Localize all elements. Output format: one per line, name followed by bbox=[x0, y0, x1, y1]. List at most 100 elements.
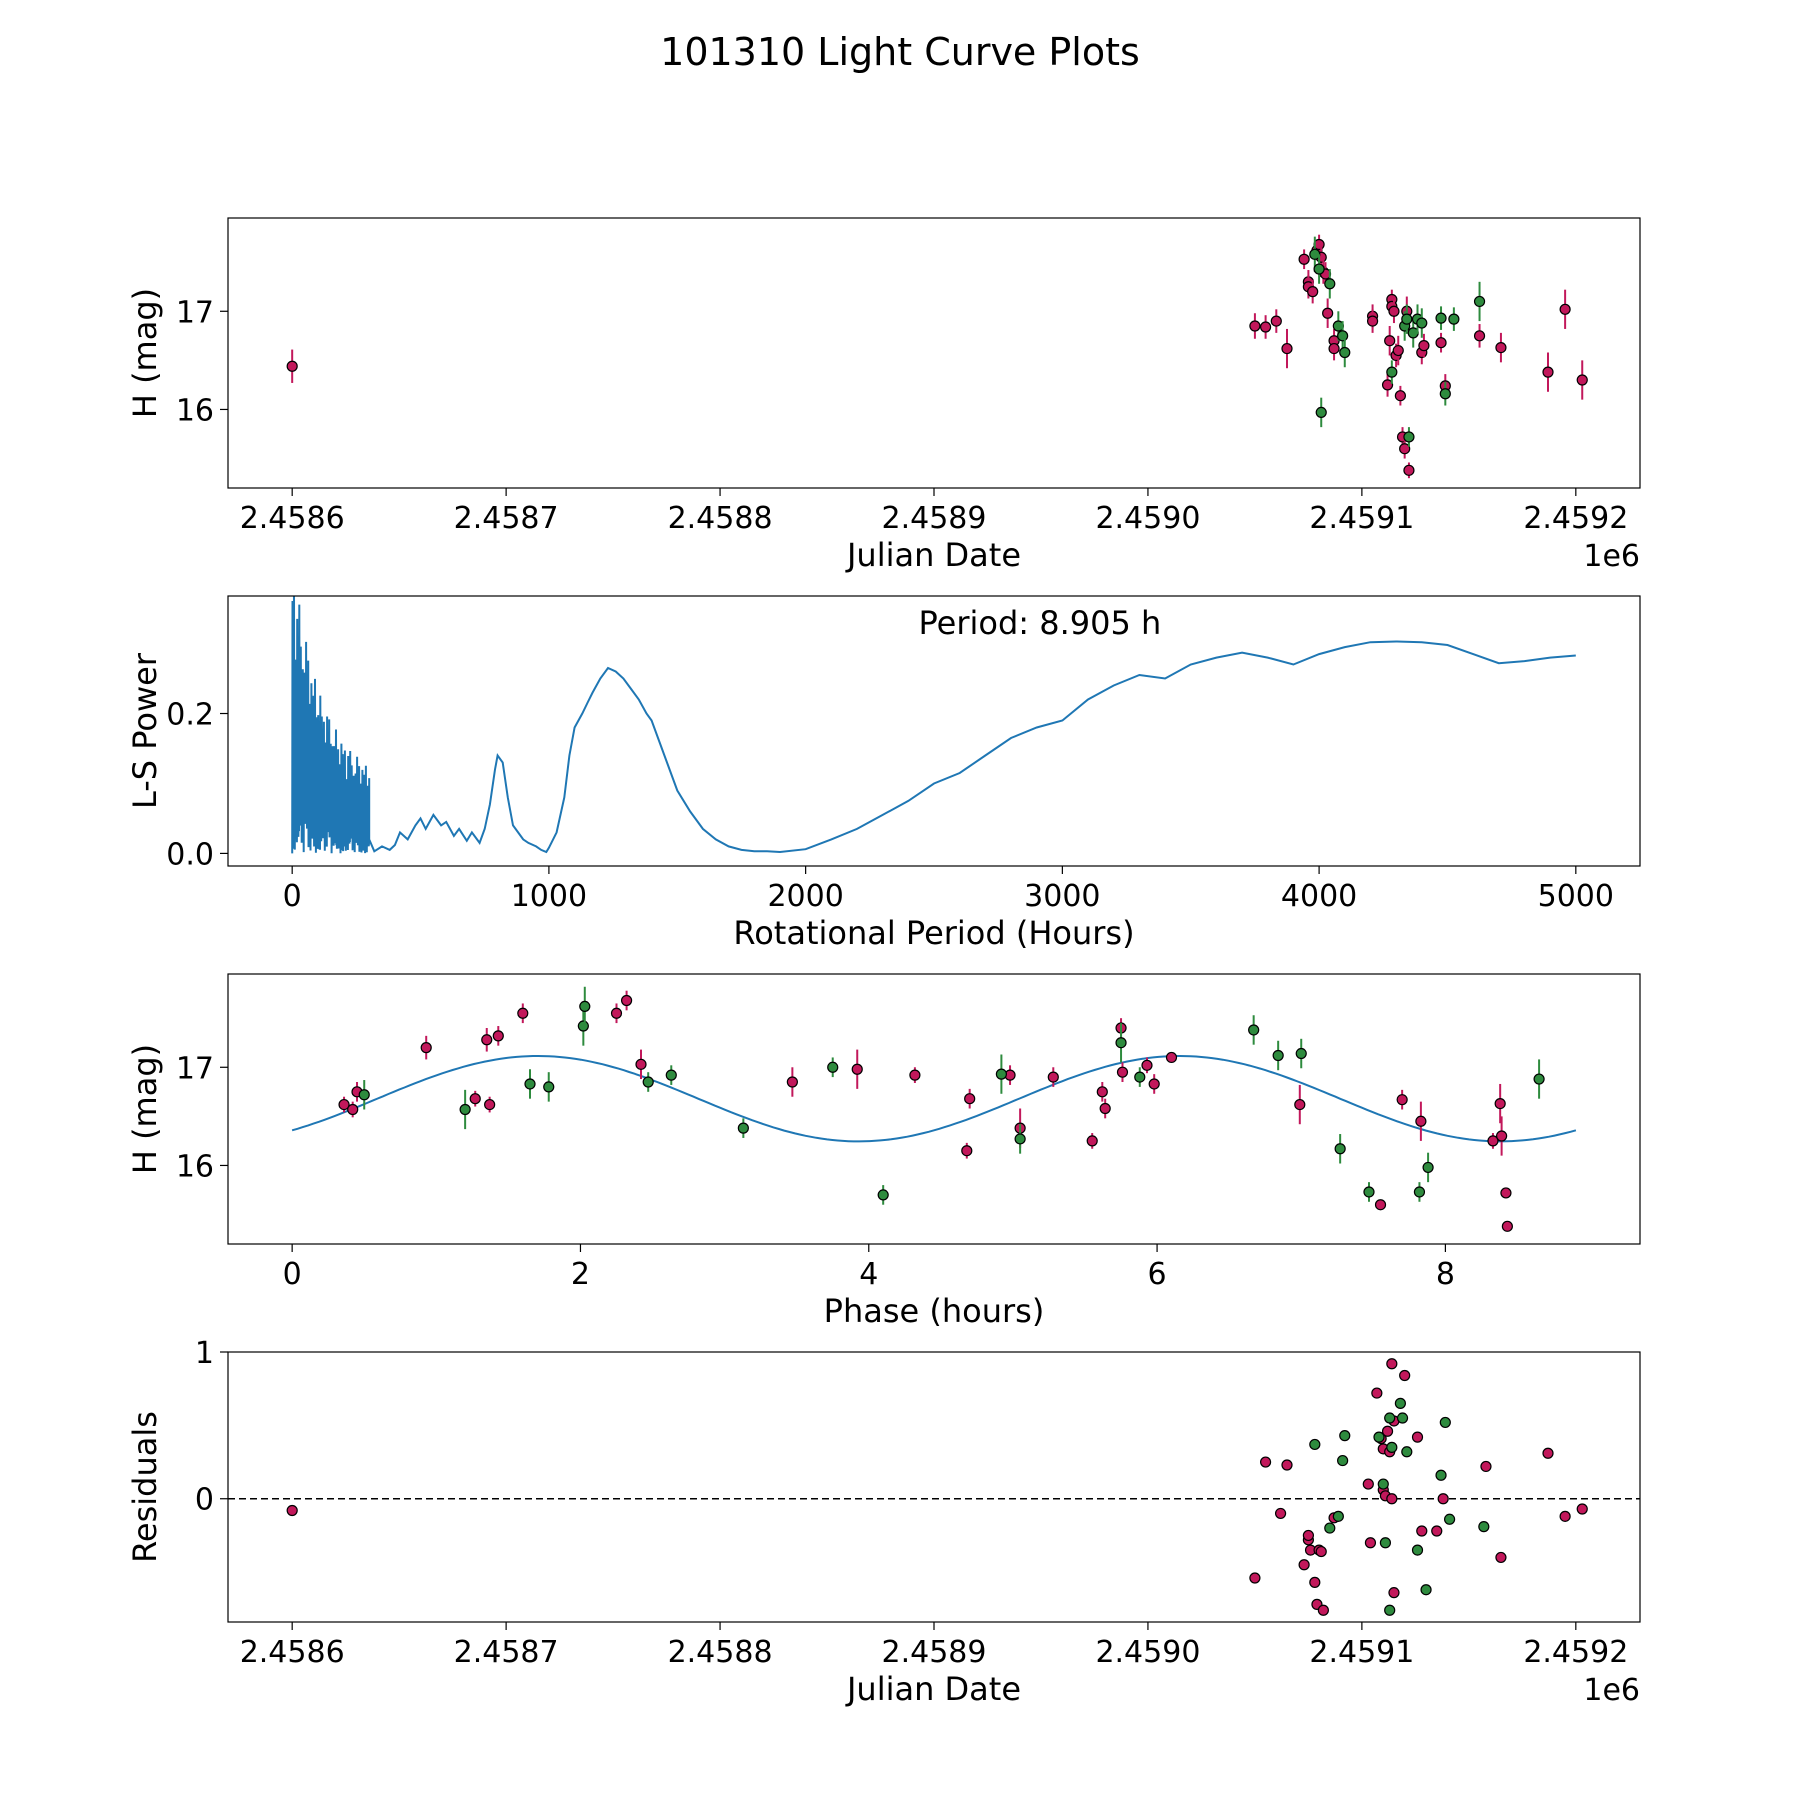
y-tick-label: 17 bbox=[176, 295, 214, 330]
data-point bbox=[420, 1042, 432, 1054]
data-point bbox=[1501, 1220, 1513, 1232]
x-tick-label: 2.4592 bbox=[1523, 501, 1628, 536]
data-point bbox=[1099, 1102, 1111, 1115]
data-point bbox=[1377, 1478, 1389, 1490]
data-point bbox=[1309, 1576, 1321, 1588]
data-point bbox=[579, 1000, 591, 1013]
data-point bbox=[1413, 1186, 1426, 1198]
data-point bbox=[1399, 443, 1411, 455]
data-point bbox=[1249, 1572, 1261, 1584]
data-point bbox=[1473, 330, 1486, 342]
data-point bbox=[577, 1020, 589, 1032]
y-tick-label: 17 bbox=[176, 1051, 214, 1086]
x-tick-label: 2.4587 bbox=[454, 1635, 559, 1670]
data-point bbox=[1401, 313, 1413, 325]
x-offset-label: 1e6 bbox=[1583, 539, 1640, 574]
data-point bbox=[484, 1098, 496, 1111]
data-point bbox=[1302, 1529, 1314, 1542]
data-point bbox=[1496, 1130, 1508, 1142]
data-point bbox=[1384, 1412, 1396, 1424]
x-offset-label: 1e6 bbox=[1583, 1673, 1640, 1708]
data-point bbox=[1381, 379, 1394, 391]
data-point bbox=[1362, 1478, 1374, 1490]
data-point bbox=[1386, 1441, 1398, 1453]
x-tick-label: 6 bbox=[1148, 1257, 1167, 1292]
periodogram-axes-frame bbox=[227, 595, 1641, 867]
phase-panel: 0 2 4 6 8 16 17 Phase (hours) H (mag) bbox=[126, 973, 1641, 1330]
data-point bbox=[1559, 1510, 1571, 1522]
data-point bbox=[1309, 1438, 1321, 1451]
data-point bbox=[1324, 1522, 1336, 1534]
data-point bbox=[1260, 1456, 1272, 1468]
data-point bbox=[1332, 1510, 1344, 1522]
data-point bbox=[737, 1122, 749, 1134]
data-point bbox=[1141, 1059, 1153, 1071]
panels: 2.4586 2.4587 2.4588 2.4589 2.4590 2.4591 2.45… bbox=[126, 217, 1641, 1708]
data-point bbox=[1086, 1135, 1098, 1147]
data-point bbox=[1386, 1493, 1398, 1505]
data-point bbox=[1371, 1387, 1383, 1399]
data-point bbox=[1435, 1469, 1447, 1481]
data-point bbox=[642, 1076, 654, 1088]
data-point bbox=[1363, 1186, 1375, 1198]
data-point bbox=[1298, 253, 1310, 265]
data-point bbox=[286, 360, 298, 372]
x-tick-label: 4 bbox=[859, 1257, 878, 1292]
phase-axes-frame bbox=[227, 973, 1641, 1245]
data-point bbox=[1443, 1513, 1456, 1525]
y-axis-label: Residuals bbox=[126, 1411, 164, 1563]
residuals-plot-area bbox=[228, 1358, 1640, 1616]
data-point bbox=[1415, 1115, 1427, 1127]
data-point bbox=[1384, 1604, 1396, 1616]
data-point bbox=[1317, 1604, 1329, 1616]
data-point bbox=[1115, 1037, 1127, 1049]
data-point bbox=[1448, 313, 1460, 325]
x-tick-label: 2.4589 bbox=[882, 1635, 987, 1670]
model-curve bbox=[291, 1055, 1577, 1143]
x-tick-label: 2.4586 bbox=[240, 1635, 345, 1670]
data-point bbox=[1248, 1024, 1260, 1036]
data-point bbox=[543, 1081, 555, 1093]
data-point bbox=[1322, 307, 1334, 319]
data-point bbox=[1334, 1143, 1346, 1155]
y-axis-label: L-S Power bbox=[126, 652, 164, 809]
data-point bbox=[1480, 1460, 1492, 1473]
data-point bbox=[1388, 1587, 1400, 1599]
phase-plot-area bbox=[291, 986, 1577, 1232]
data-point bbox=[1435, 312, 1447, 324]
data-point bbox=[1392, 344, 1404, 357]
data-point bbox=[1394, 1397, 1406, 1409]
data-point bbox=[909, 1069, 921, 1081]
x-tick-label: 2.4588 bbox=[668, 1635, 773, 1670]
data-point bbox=[1386, 1358, 1398, 1370]
data-point bbox=[1281, 1459, 1293, 1471]
data-point bbox=[1533, 1073, 1545, 1085]
data-point bbox=[1373, 1431, 1385, 1443]
data-point bbox=[786, 1076, 798, 1088]
x-tick-label: 2.4590 bbox=[1095, 501, 1200, 536]
data-point bbox=[1396, 1094, 1408, 1106]
data-point bbox=[1324, 278, 1336, 290]
data-point bbox=[1422, 1161, 1434, 1174]
x-tick-label: 2 bbox=[571, 1257, 590, 1292]
data-point bbox=[827, 1061, 839, 1073]
data-point bbox=[1384, 335, 1396, 347]
data-point bbox=[1328, 342, 1340, 355]
data-point bbox=[1418, 340, 1430, 352]
data-point bbox=[492, 1030, 504, 1042]
data-point bbox=[1416, 317, 1428, 329]
data-point bbox=[1439, 388, 1451, 400]
data-point bbox=[665, 1069, 677, 1081]
data-point bbox=[961, 1145, 973, 1157]
data-point bbox=[1313, 263, 1325, 275]
data-point bbox=[1165, 1051, 1178, 1064]
y-axis-label: H (mag) bbox=[126, 1044, 164, 1174]
data-point bbox=[851, 1063, 863, 1075]
residuals-panel: 2.4586 2.4587 2.4588 2.4589 2.4590 2.4591 2.45… bbox=[126, 1336, 1641, 1708]
data-point bbox=[1381, 1425, 1394, 1437]
data-point bbox=[347, 1103, 359, 1116]
data-point bbox=[1500, 1187, 1512, 1199]
data-point bbox=[1494, 1097, 1506, 1110]
